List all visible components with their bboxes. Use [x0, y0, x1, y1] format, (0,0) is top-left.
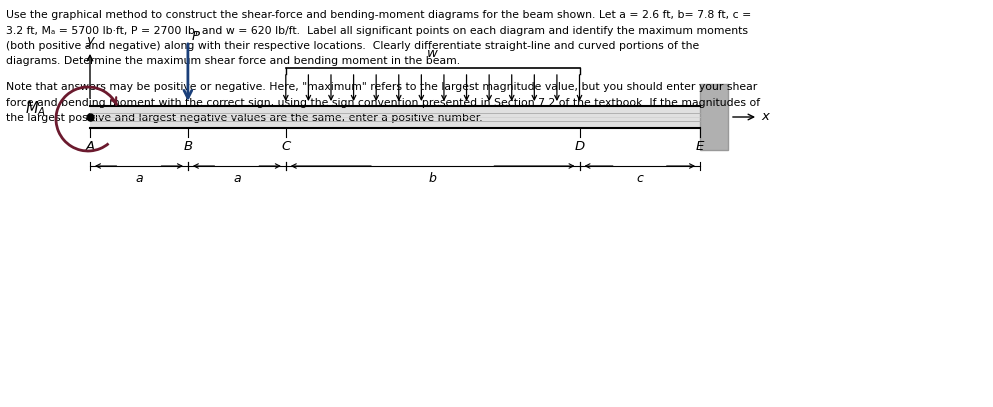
Text: Use the graphical method to construct the shear-force and bending-moment diagram: Use the graphical method to construct th…	[6, 10, 752, 20]
Text: y: y	[86, 34, 94, 47]
Text: Note that answers may be positive or negative. Here, "maximum" refers to the lar: Note that answers may be positive or neg…	[6, 82, 758, 92]
Text: C: C	[281, 140, 290, 153]
Text: A: A	[85, 140, 94, 153]
Text: P: P	[192, 31, 200, 44]
Bar	[90, 106, 700, 128]
Text: x: x	[761, 110, 769, 123]
Text: c: c	[637, 172, 643, 185]
Text: b: b	[429, 172, 437, 185]
Text: a: a	[233, 172, 240, 185]
Text: E: E	[696, 140, 704, 153]
Text: w: w	[427, 47, 438, 60]
Text: diagrams. Determine the maximum shear force and bending moment in the beam.: diagrams. Determine the maximum shear fo…	[6, 57, 460, 66]
Text: the largest positive and largest negative values are the same, enter a positive : the largest positive and largest negativ…	[6, 113, 483, 123]
Bar	[700, 84, 728, 150]
Text: a: a	[135, 172, 143, 185]
Text: force and bending moment with the correct sign, using the sign convention presen: force and bending moment with the correc…	[6, 98, 760, 107]
Text: B: B	[184, 140, 193, 153]
Text: (both positive and negative) along with their respective locations.  Clearly dif: (both positive and negative) along with …	[6, 41, 699, 51]
Text: $M_A$: $M_A$	[25, 100, 46, 118]
Text: D: D	[574, 140, 585, 153]
Text: 3.2 ft, Mₐ = 5700 lb·ft, P = 2700 lb, and w = 620 lb/ft.  Label all significant : 3.2 ft, Mₐ = 5700 lb·ft, P = 2700 lb, an…	[6, 26, 748, 35]
